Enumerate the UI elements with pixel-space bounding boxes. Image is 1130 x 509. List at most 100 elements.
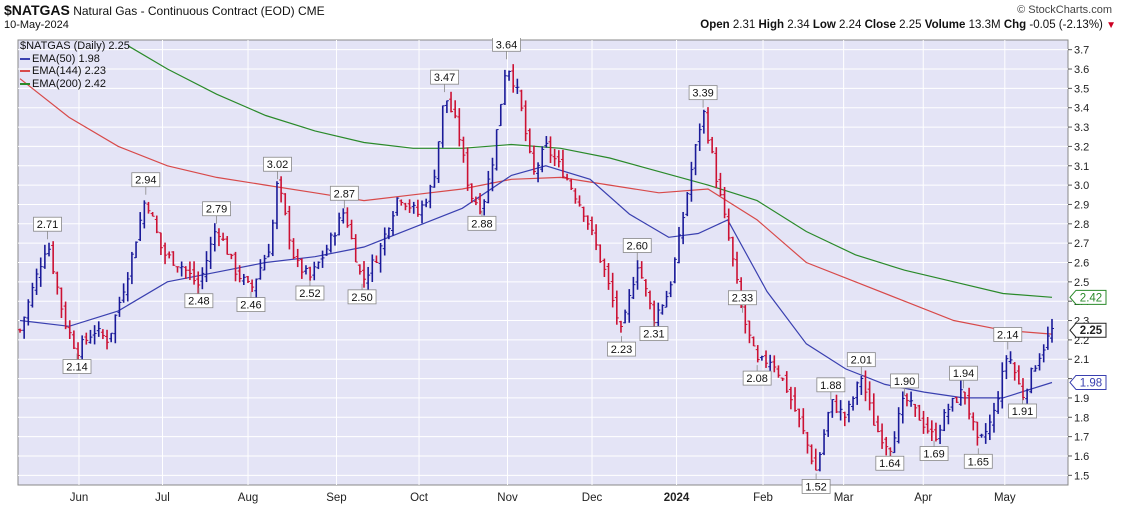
ohlc-bar (258, 259, 263, 280)
ohlc-bar (163, 242, 168, 265)
ohlc-bar (697, 123, 702, 151)
callout-label: 1.64 (879, 458, 900, 470)
ohlc-bar (1045, 326, 1050, 350)
ohlc-bar (838, 400, 843, 421)
y-tick-label: 3.1 (1074, 161, 1089, 173)
x-tick-label: Apr (914, 492, 932, 504)
ohlc-bar (946, 403, 951, 425)
ohlc-bar (225, 236, 230, 255)
callout-box (919, 446, 949, 461)
ema144-swatch (20, 70, 30, 73)
ohlc-bar (88, 329, 93, 344)
ohlc-bar (581, 206, 586, 222)
callout-box (295, 285, 325, 301)
callout-label: 2.33 (732, 293, 753, 305)
callout-box (33, 216, 62, 232)
ohlc-bar (1050, 318, 1054, 343)
y-tick-label: 1.7 (1074, 432, 1089, 444)
ohlc-bar (685, 192, 690, 217)
ohlc-bar (817, 452, 822, 472)
y-tick-label: 1.8 (1074, 412, 1089, 424)
callout-box (202, 201, 231, 217)
volume-label: Volume (924, 19, 966, 31)
callout-box (236, 297, 266, 312)
ema50-swatch (20, 57, 30, 60)
ohlc-bar (308, 266, 313, 281)
callout-label: 2.94 (135, 175, 156, 187)
ohlc-bar (1025, 388, 1030, 404)
callout-box (963, 453, 993, 469)
ohlc-bar (938, 424, 943, 445)
ohlc-bar (880, 423, 885, 449)
ohlc-bar (784, 371, 789, 393)
callout-label: 2.23 (611, 344, 632, 356)
ohlc-bar (221, 232, 226, 241)
ohlc-bar (212, 223, 217, 252)
ohlc-bar (196, 271, 201, 294)
ohlc-bar (303, 265, 308, 275)
legend-ema50-text: EMA(50) 1.98 (32, 52, 100, 65)
callout-label: 2.46 (240, 300, 261, 312)
ohlc-bar (730, 236, 735, 267)
brand-watermark: © StockCharts.com (1017, 4, 1112, 16)
legend-ema144-text: EMA(144) 2.23 (32, 65, 106, 77)
ohlc-bar (681, 211, 686, 245)
ohlc-bar (735, 251, 740, 284)
ohlc-bar (627, 289, 632, 323)
chart-header: $NATGAS Natural Gas - Continuous Contrac… (0, 0, 1130, 38)
callout-box (993, 327, 1023, 342)
x-tick-label: Aug (238, 492, 258, 504)
ohlc-bar (851, 396, 856, 411)
chart-legend: $NATGAS (Daily) 2.25 EMA(50) 1.98 EMA(14… (20, 40, 130, 90)
ohlc-bar (809, 444, 814, 465)
callout-box (430, 69, 459, 85)
callout-label: 1.90 (894, 376, 915, 388)
ohlc-bar (656, 302, 661, 326)
ohlc-bar (291, 238, 296, 260)
callout-label: 3.39 (692, 88, 713, 100)
ohlc-bar (473, 196, 478, 206)
callout-label: 1.52 (805, 481, 826, 493)
ohlc-bar (987, 414, 992, 441)
ohlc-bar (502, 69, 507, 106)
ohlc-bar (747, 320, 752, 344)
high-value: 2.34 (787, 19, 810, 31)
callout-label: 3.02 (267, 159, 288, 171)
callout-label: 2.88 (471, 218, 492, 230)
ohlc-bar (134, 241, 139, 259)
ohlc-bar (200, 267, 205, 290)
ohlc-bar (577, 195, 582, 207)
value-tag (1069, 289, 1107, 305)
x-tick-label: Jul (155, 492, 170, 504)
ohlc-bar (283, 193, 288, 216)
ohlc-bar (598, 244, 603, 263)
ohlc-bar (494, 129, 499, 171)
ohlc-bar (967, 387, 972, 420)
low-value: 2.24 (839, 19, 862, 31)
ohlc-bar (631, 276, 636, 300)
ohlc-bar (722, 187, 727, 219)
ohlc-bar (1012, 362, 1017, 381)
ohlc-bar (726, 208, 731, 241)
ohlc-bar (755, 345, 760, 363)
value-tag-label: 1.98 (1080, 377, 1102, 389)
chg-value: -0.05 (-2.13%) (1029, 19, 1103, 31)
close-label: Close (864, 19, 896, 31)
ohlc-bar (764, 350, 769, 368)
ohlc-bar (788, 386, 793, 410)
ohlc-bar (382, 227, 387, 256)
ohlc-bar (345, 207, 350, 228)
ohlc-bar (929, 420, 934, 441)
price-chart[interactable]: 1.51.61.71.81.92.02.12.22.32.42.52.62.72… (0, 38, 1130, 509)
ohlc-bar (942, 409, 947, 432)
title-row: $NATGAS Natural Gas - Continuous Contrac… (4, 2, 325, 18)
ohlc-bar (834, 394, 839, 414)
y-tick-label: 3.2 (1074, 141, 1089, 153)
ohlc-bar (693, 143, 698, 176)
ohlc-bar (507, 70, 512, 81)
ohlc-bar (917, 404, 922, 421)
ohlc-bar (780, 377, 785, 382)
ohlc-bar (100, 329, 105, 340)
ohlc-bar (701, 109, 706, 134)
ohlc-bar (822, 429, 827, 456)
